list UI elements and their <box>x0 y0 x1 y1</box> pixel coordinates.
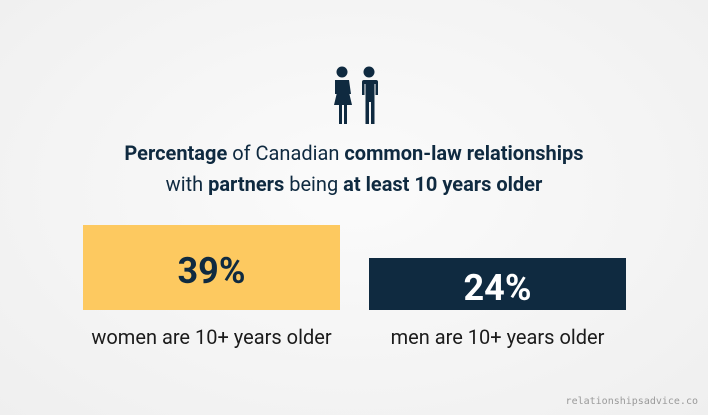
title-line: with partners being at least 10 years ol… <box>0 169 708 200</box>
title-run: Percentage <box>124 141 228 165</box>
bar: 24% <box>369 257 626 310</box>
title-run: common-law relationships <box>344 141 584 165</box>
title-run: being <box>284 172 344 196</box>
title-run: of Canadian <box>227 141 345 165</box>
value-label: 39% <box>177 250 246 293</box>
title-line: Percentage of Canadian common-law relati… <box>0 138 708 169</box>
value-label: 24% <box>463 267 532 310</box>
category-label: women are 10+ years older <box>91 325 332 349</box>
category-label: men are 10+ years older <box>390 325 605 349</box>
title-run: partners <box>208 172 285 196</box>
people-icon <box>334 66 378 124</box>
title-run: with <box>165 172 209 196</box>
chart-title: Percentage of Canadian common-law relati… <box>0 138 708 200</box>
title-run: at least 10 years older <box>343 172 543 196</box>
bar: 39% <box>83 224 340 310</box>
watermark: relationshipsadvice.co <box>565 396 698 407</box>
